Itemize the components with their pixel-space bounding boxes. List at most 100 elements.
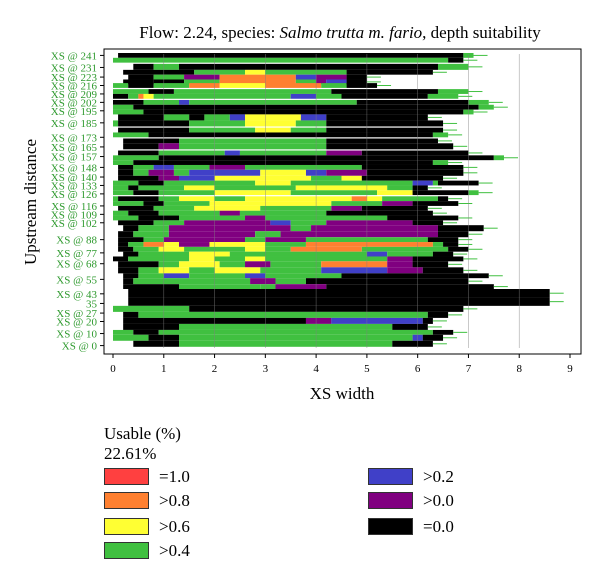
band-3-segment-4 xyxy=(346,69,433,75)
band-13-segment-5 xyxy=(326,120,444,127)
band-38-segment-2 xyxy=(189,251,230,257)
band-42-segment-3 xyxy=(189,273,246,279)
band-21-segment-4 xyxy=(209,164,246,170)
band-18-segment-0 xyxy=(118,150,159,156)
band-8-segment-3 xyxy=(143,93,154,99)
band-35-segment-6 xyxy=(427,237,459,243)
band-43-segment-0 xyxy=(123,278,134,285)
y-tick-label-14: XS @ 126 xyxy=(51,189,98,201)
legend-title: Usable (%) xyxy=(104,424,181,443)
band-33-segment-3 xyxy=(290,225,312,232)
band-38-segment-6 xyxy=(432,251,454,257)
band-32-segment-4 xyxy=(290,220,327,226)
band-36-segment-0 xyxy=(118,242,129,247)
legend-swatch-gt00 xyxy=(368,492,413,509)
band-23-segment-1 xyxy=(158,175,180,181)
band-41-segment-0 xyxy=(118,267,139,274)
legend-label-gt04: >0.4 xyxy=(159,541,190,560)
y-tick-label-17: XS @ 102 xyxy=(51,218,97,230)
legend-label-gt00: >0.0 xyxy=(423,491,454,510)
band-29-segment-2 xyxy=(194,205,261,211)
legend-swatch-gt04 xyxy=(104,542,149,559)
band-36-segment-8 xyxy=(432,242,444,247)
band-33-segment-4 xyxy=(311,225,438,232)
band-20-segment-2 xyxy=(432,160,449,165)
band-25-segment-7 xyxy=(412,185,428,191)
x-tick-label-9: 9 xyxy=(567,363,573,375)
band-36-segment-9 xyxy=(443,242,459,247)
band-18-segment-2 xyxy=(179,150,225,156)
band-43-segment-5 xyxy=(305,278,469,285)
band-4-segment-5 xyxy=(316,74,347,80)
band-51-segment-2 xyxy=(158,329,433,335)
band-28-segment-0 xyxy=(113,201,144,206)
band-11-segment-0 xyxy=(113,109,144,115)
y-tick-label-2: XS @ 223 xyxy=(51,72,98,84)
band-43-segment-1 xyxy=(133,278,180,285)
band-28-segment-4 xyxy=(331,201,383,206)
band-43-segment-3 xyxy=(250,278,276,285)
band-34-segment-1 xyxy=(133,231,169,238)
band-37-segment-7 xyxy=(361,246,449,252)
band-25-segment-1 xyxy=(128,185,139,191)
band-43-segment-4 xyxy=(275,278,306,285)
band-53-segment-2 xyxy=(392,340,433,347)
band-41-segment-6 xyxy=(321,267,388,274)
band-20-segment-1 xyxy=(133,160,433,165)
band-27-segment-8 xyxy=(382,196,438,202)
band-15-segment-0 xyxy=(113,132,149,138)
band-14-segment-3 xyxy=(290,127,327,133)
band-5-segment-6 xyxy=(326,79,347,85)
band-36-segment-3 xyxy=(163,242,180,247)
band-4-segment-1 xyxy=(153,74,185,80)
band-22-segment-5 xyxy=(260,169,306,176)
y-tick-label-16: XS @ 109 xyxy=(51,209,98,221)
band-7-segment-4 xyxy=(437,89,469,94)
band-42-segment-1 xyxy=(138,273,164,279)
title-species: Salmo trutta m. fario xyxy=(280,23,423,42)
band-17-segment-5 xyxy=(326,143,454,150)
band-39-segment-4 xyxy=(245,256,266,262)
band-40-segment-4 xyxy=(245,261,271,268)
band-7-segment-0 xyxy=(113,89,149,94)
band-4-segment-6 xyxy=(346,74,367,80)
band-31-segment-3 xyxy=(245,215,266,221)
band-39-segment-5 xyxy=(265,256,388,262)
y-tick-label-8: XS @ 173 xyxy=(51,132,98,144)
band-16-segment-3 xyxy=(265,138,327,144)
band-34-segment-2 xyxy=(168,231,256,238)
band-6-segment-7 xyxy=(346,83,378,88)
band-41-segment-4 xyxy=(214,267,261,274)
band-51-segment-0 xyxy=(113,329,134,335)
band-31-segment-1 xyxy=(138,215,180,221)
band-6-segment-6 xyxy=(321,83,347,88)
band-8-segment-8 xyxy=(427,93,459,99)
band-24-segment-5 xyxy=(412,180,433,186)
band-10-segment-1 xyxy=(133,104,479,110)
band-14-segment-4 xyxy=(326,127,444,133)
band-33-segment-5 xyxy=(437,225,484,232)
band-33-segment-1 xyxy=(138,225,169,232)
band-6-segment-5 xyxy=(265,83,322,88)
y-tick-label-11: XS @ 148 xyxy=(51,162,98,174)
band-26-segment-7 xyxy=(468,190,479,196)
band-26-segment-4 xyxy=(290,190,378,196)
band-17-segment-1 xyxy=(158,143,180,150)
x-tick-label-4: 4 xyxy=(313,363,319,375)
band-14-segment-1 xyxy=(189,127,256,133)
band-16-segment-4 xyxy=(326,138,438,144)
band-29-segment-3 xyxy=(260,205,332,211)
band-37-segment-1 xyxy=(133,246,159,252)
band-1-segment-0 xyxy=(113,57,449,63)
band-14-segment-0 xyxy=(118,127,190,133)
band-41-segment-1 xyxy=(138,267,159,274)
band-15-segment-2 xyxy=(432,132,449,138)
band-18-segment-3 xyxy=(224,150,240,156)
band-13-segment-4 xyxy=(295,120,327,127)
band-23-segment-4 xyxy=(311,175,342,181)
band-30-segment-4 xyxy=(239,210,327,216)
band-37-segment-2 xyxy=(158,246,185,252)
title-prefix: Flow: 2.24, species: xyxy=(139,23,279,42)
legend-label-gt06: >0.6 xyxy=(159,517,190,536)
band-22-segment-4 xyxy=(189,169,261,176)
